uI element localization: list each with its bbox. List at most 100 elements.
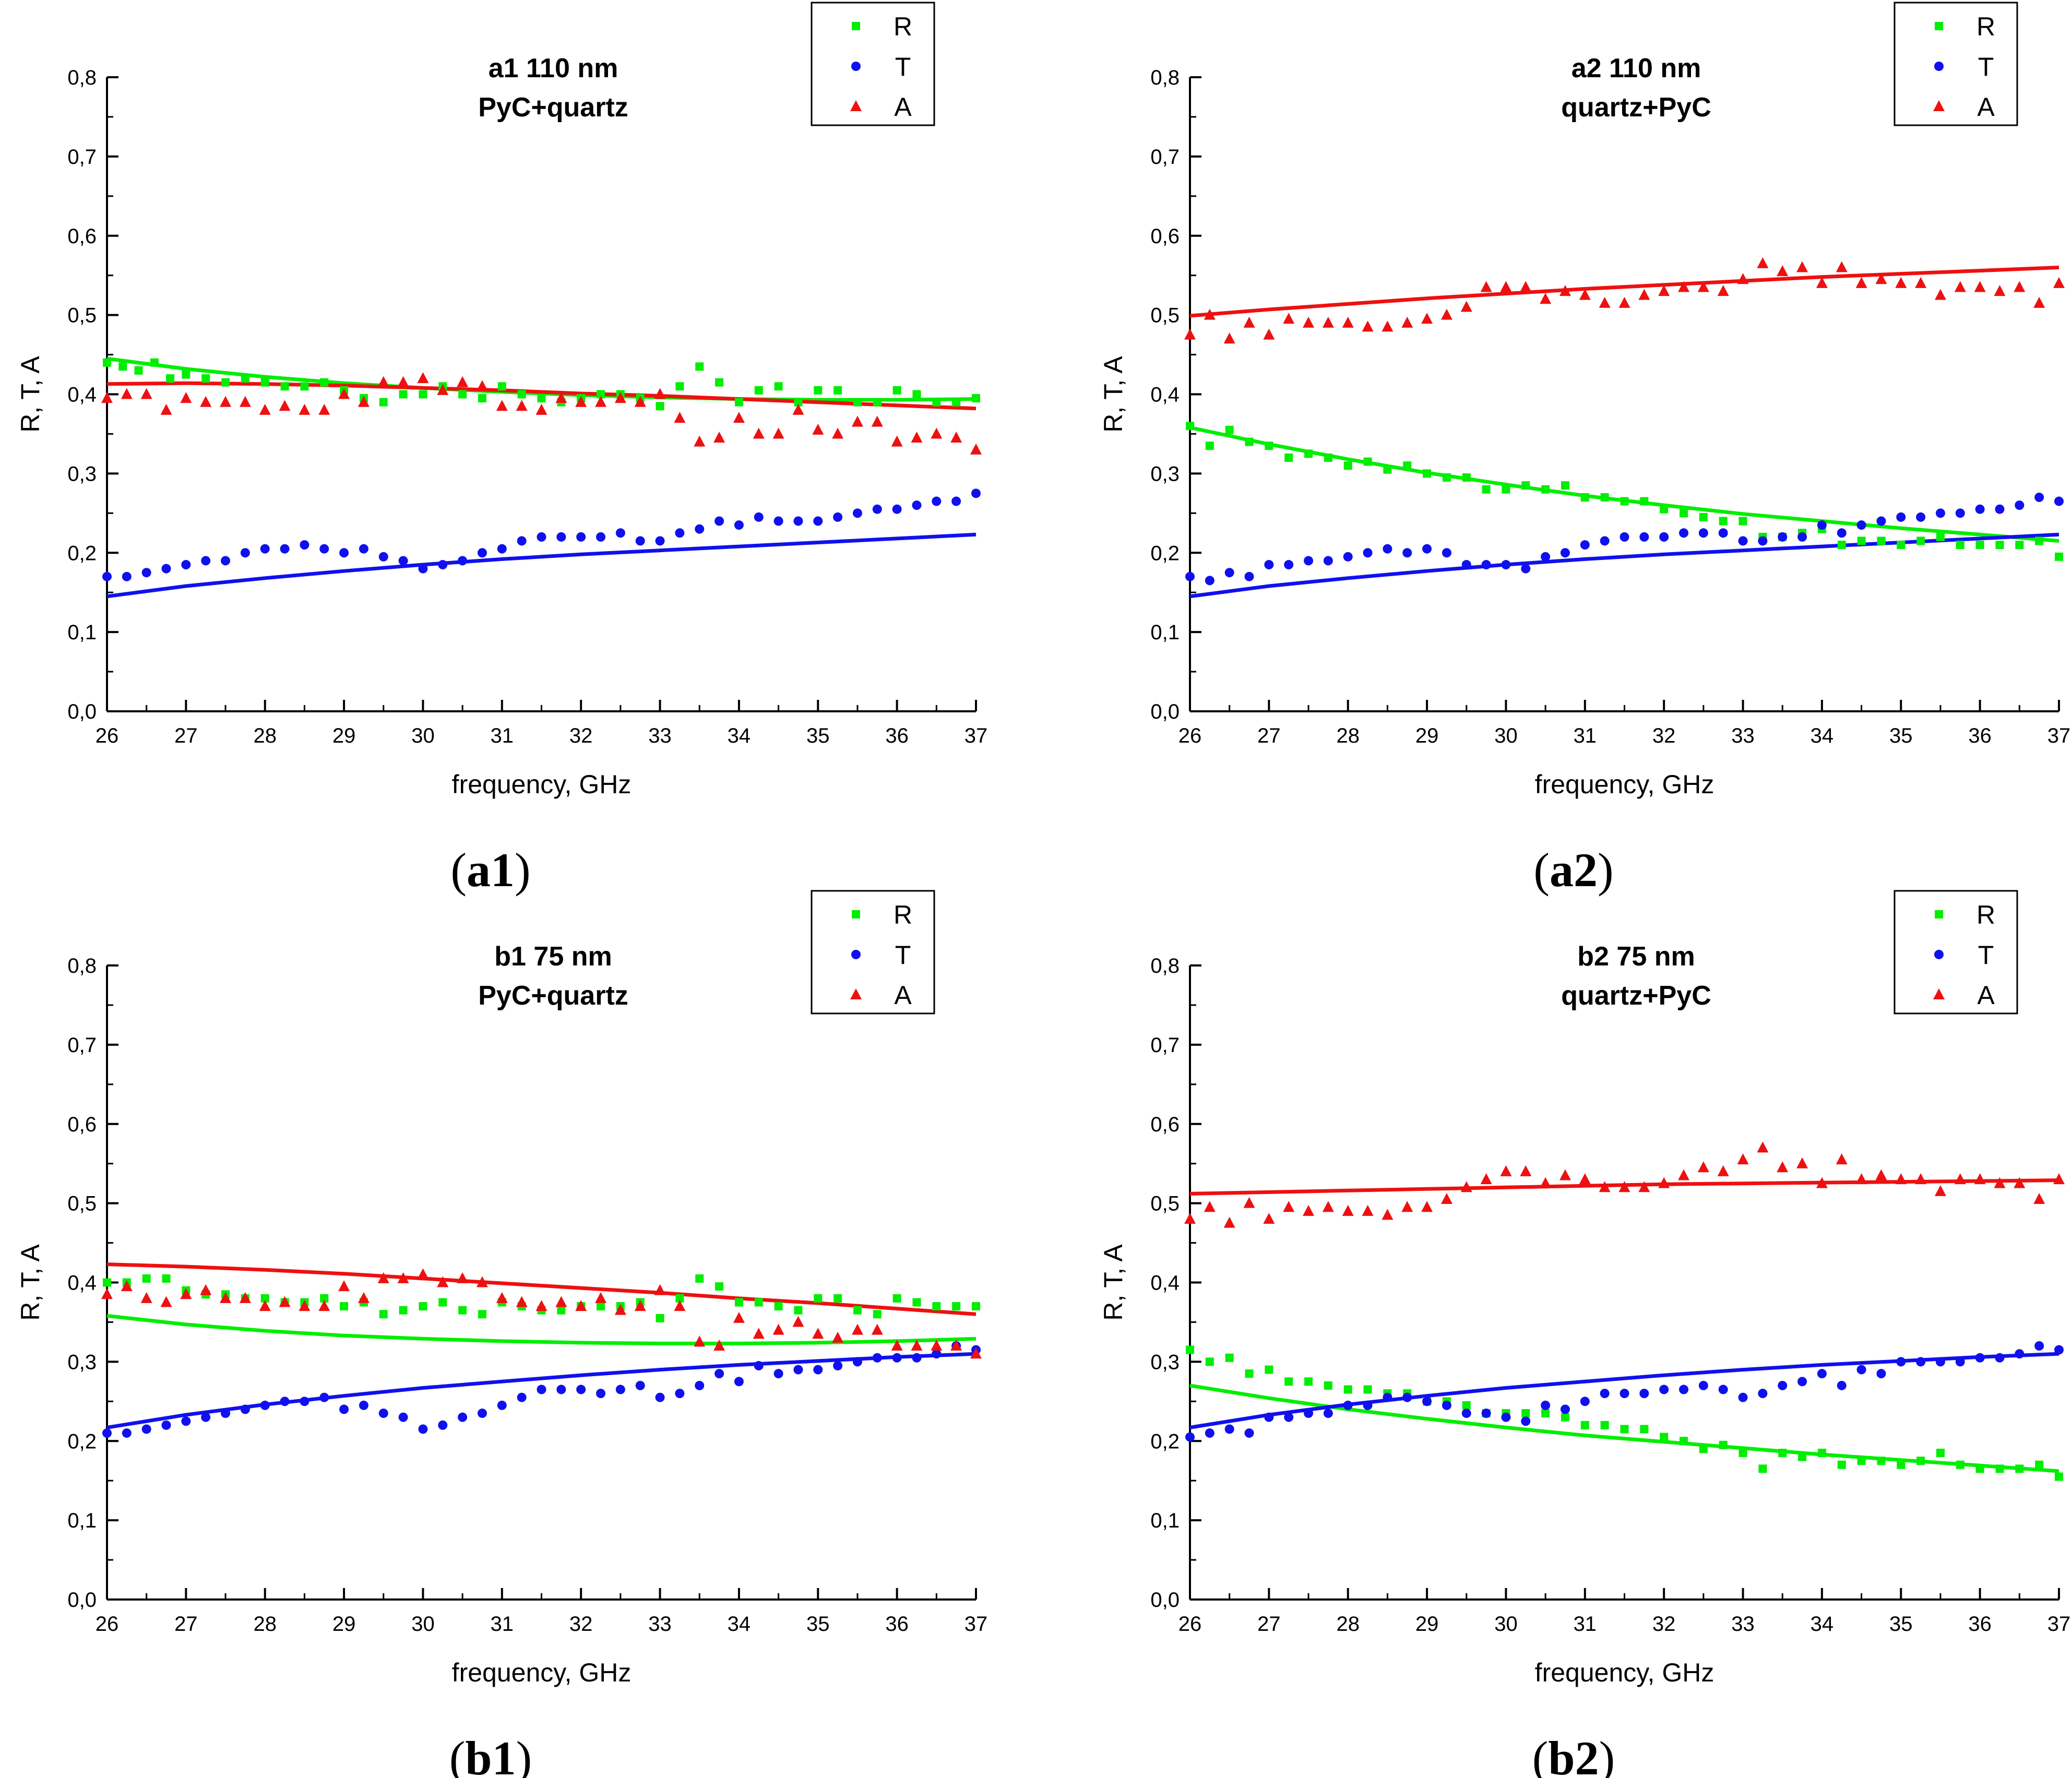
data-point-R: [1324, 1381, 1332, 1390]
data-point-R: [754, 1298, 763, 1307]
data-point-T: [1718, 1385, 1728, 1394]
x-axis-title: frequency, GHz: [1535, 770, 1714, 799]
data-point-A: [279, 1296, 291, 1307]
data-point-T: [497, 544, 507, 554]
data-point-A: [1737, 1153, 1749, 1165]
data-point-T: [221, 1409, 231, 1418]
data-point-A: [239, 396, 251, 407]
data-point-T: [1323, 1409, 1333, 1418]
data-point-T: [1975, 504, 1985, 514]
data-point-A: [595, 1292, 607, 1303]
data-point-R: [597, 390, 605, 399]
data-point-R: [833, 386, 842, 395]
data-point-R: [715, 1282, 724, 1291]
data-point-T: [161, 1420, 171, 1430]
data-point-T: [280, 1397, 290, 1406]
data-point-A: [1243, 1197, 1255, 1208]
data-point-A: [1974, 1173, 1986, 1185]
x-tick-label: 33: [1731, 1613, 1755, 1636]
legend-label-T: T: [895, 52, 911, 81]
data-point-R: [1363, 1385, 1372, 1394]
x-tick-label: 29: [1415, 1613, 1439, 1636]
data-point-R: [1877, 1457, 1886, 1465]
legend-marker-T: [1934, 62, 1944, 71]
data-point-R: [1225, 425, 1234, 434]
data-point-R: [1284, 454, 1293, 462]
x-tick-label: 31: [1574, 724, 1597, 747]
data-point-T: [833, 1361, 843, 1370]
x-tick-label: 35: [1889, 1613, 1913, 1636]
data-point-T: [1541, 1400, 1551, 1410]
data-point-A: [1954, 281, 1966, 292]
data-point-A: [1855, 277, 1867, 288]
panel-subtitle: PyC+quartz: [478, 981, 628, 1011]
data-point-T: [1422, 1397, 1432, 1406]
data-point-R: [833, 1294, 842, 1303]
x-tick-label: 28: [253, 1613, 277, 1636]
data-point-R: [656, 1314, 664, 1322]
data-point-T: [319, 1392, 329, 1402]
data-point-R: [379, 1310, 388, 1319]
data-point-T: [872, 1353, 882, 1363]
caption-label: b1: [465, 1732, 516, 1778]
legend-marker-A: [1933, 988, 1945, 999]
data-point-A: [417, 1268, 429, 1280]
data-point-A: [1283, 313, 1295, 324]
legend-marker-R: [1935, 910, 1943, 918]
data-point-T: [695, 1380, 705, 1390]
data-point-R: [1877, 536, 1886, 545]
data-point-A: [1994, 285, 2006, 296]
x-tick-label: 31: [491, 1613, 514, 1636]
data-point-A: [318, 403, 330, 415]
data-point-T: [418, 564, 428, 574]
x-tick-label: 26: [96, 1613, 119, 1636]
legend-label-A: A: [894, 981, 912, 1010]
data-point-R: [1284, 1377, 1293, 1386]
data-point-R: [1580, 493, 1589, 502]
data-point-A: [871, 415, 883, 427]
data-point-T: [1284, 560, 1294, 570]
data-point-T: [2054, 496, 2064, 506]
fit-line-R: [1189, 425, 2059, 543]
data-point-T: [2054, 1345, 2064, 1355]
fit-line-T: [106, 1352, 977, 1429]
data-point-T: [1876, 516, 1886, 526]
data-point-R: [675, 382, 684, 391]
data-point-T: [1461, 560, 1471, 570]
legend-label-A: A: [894, 92, 912, 122]
data-point-R: [814, 1294, 823, 1303]
data-point-A: [397, 376, 409, 387]
data-point-T: [715, 1369, 724, 1379]
data-point-T: [537, 1385, 546, 1394]
data-point-A: [614, 392, 626, 403]
panel-subtitle: quartz+PyC: [1561, 981, 1711, 1011]
data-point-T: [1698, 1380, 1708, 1390]
data-point-T: [1185, 571, 1195, 581]
data-point-T: [477, 548, 487, 558]
data-point-A: [1777, 1161, 1789, 1173]
data-point-R: [853, 1306, 862, 1315]
legend-label-A: A: [1977, 981, 1995, 1010]
data-point-R: [1738, 1449, 1747, 1458]
data-point-R: [892, 386, 901, 395]
data-point-A: [614, 1304, 626, 1315]
data-point-T: [971, 488, 981, 498]
data-point-R: [166, 374, 175, 383]
y-tick-label: 0,8: [67, 66, 97, 89]
data-point-R: [182, 370, 190, 379]
y-tick-label: 0,1: [1150, 621, 1180, 644]
data-point-R: [814, 386, 823, 395]
x-tick-label: 33: [1731, 724, 1755, 747]
data-point-A: [970, 1347, 982, 1359]
legend-marker-T: [851, 62, 861, 71]
data-point-A: [753, 1328, 765, 1339]
data-point-T: [2015, 1349, 2025, 1359]
data-point-A: [1618, 296, 1630, 308]
x-tick-label: 29: [332, 1613, 356, 1636]
legend-box: [811, 890, 935, 1015]
legend-label-R: R: [894, 900, 912, 929]
data-point-T: [122, 571, 132, 581]
data-point-T: [773, 1369, 783, 1379]
data-point-A: [1421, 313, 1433, 324]
data-point-T: [1461, 1409, 1471, 1418]
